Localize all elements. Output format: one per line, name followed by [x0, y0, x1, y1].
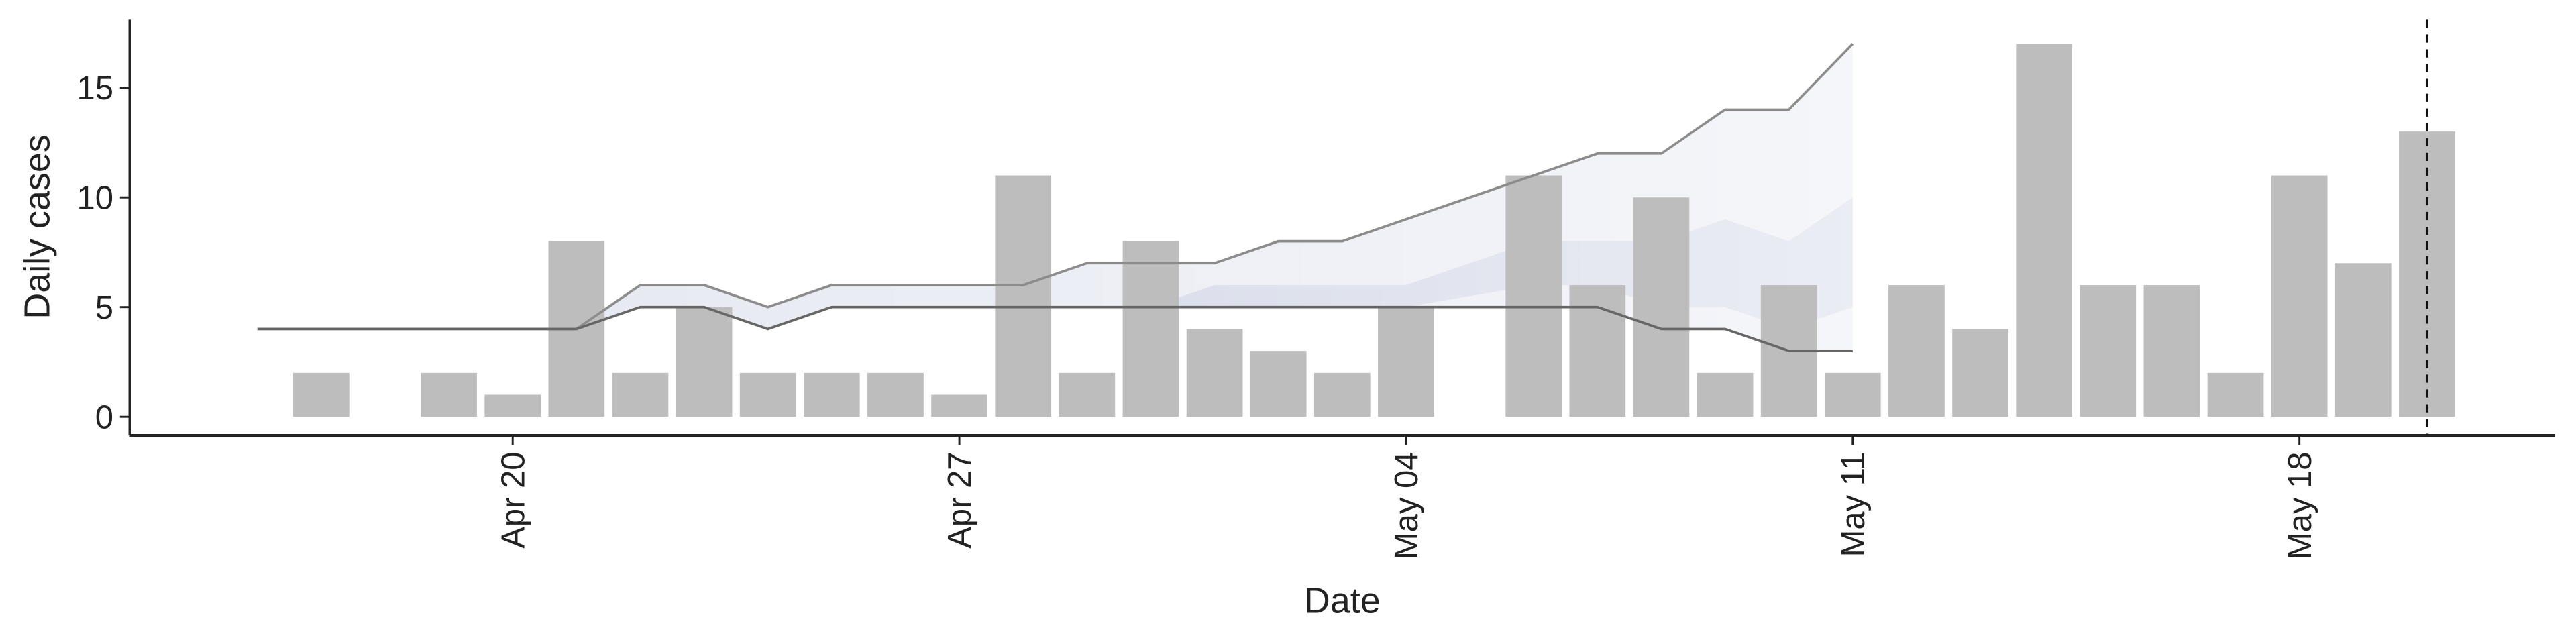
x-tick-label: Apr 27 [942, 451, 978, 548]
bar [421, 372, 477, 417]
bar [1824, 372, 1881, 417]
bar [1122, 241, 1179, 417]
bar [1313, 372, 1371, 417]
bar [1569, 285, 1626, 417]
bar [2334, 263, 2392, 417]
bar [1186, 329, 1243, 417]
bar [803, 372, 860, 417]
y-axis-title: Daily cases [17, 134, 57, 319]
bar [676, 307, 733, 417]
bar [867, 372, 924, 417]
bar [1633, 197, 1690, 417]
bar [2143, 285, 2200, 417]
bar [2271, 175, 2328, 417]
bar [931, 394, 987, 417]
bar [612, 372, 669, 417]
forecast-line [257, 305, 1853, 352]
x-tick-label: May 11 [1835, 451, 1872, 557]
bar [292, 372, 350, 417]
bar [2207, 372, 2264, 417]
bar [1250, 351, 1307, 417]
x-axis-title: Date [1304, 580, 1381, 621]
bar [2016, 44, 2073, 417]
bar [1697, 372, 1754, 417]
y-tick-label: 0 [95, 399, 113, 435]
y-tick-label: 5 [95, 290, 113, 326]
x-tick-label: May 04 [1389, 451, 1425, 559]
bar [484, 394, 541, 417]
bar [1952, 329, 2008, 417]
y-tick-label: 15 [77, 70, 113, 107]
bar [2080, 285, 2137, 417]
bar [1059, 372, 1116, 417]
bar [995, 175, 1052, 417]
bar [1888, 285, 1945, 417]
bar [1505, 175, 1562, 417]
bar [1378, 307, 1434, 417]
x-tick-label: May 18 [2282, 451, 2318, 559]
y-tick-label: 10 [77, 180, 113, 216]
bar [739, 372, 796, 417]
x-tick-label: Apr 20 [495, 451, 531, 548]
